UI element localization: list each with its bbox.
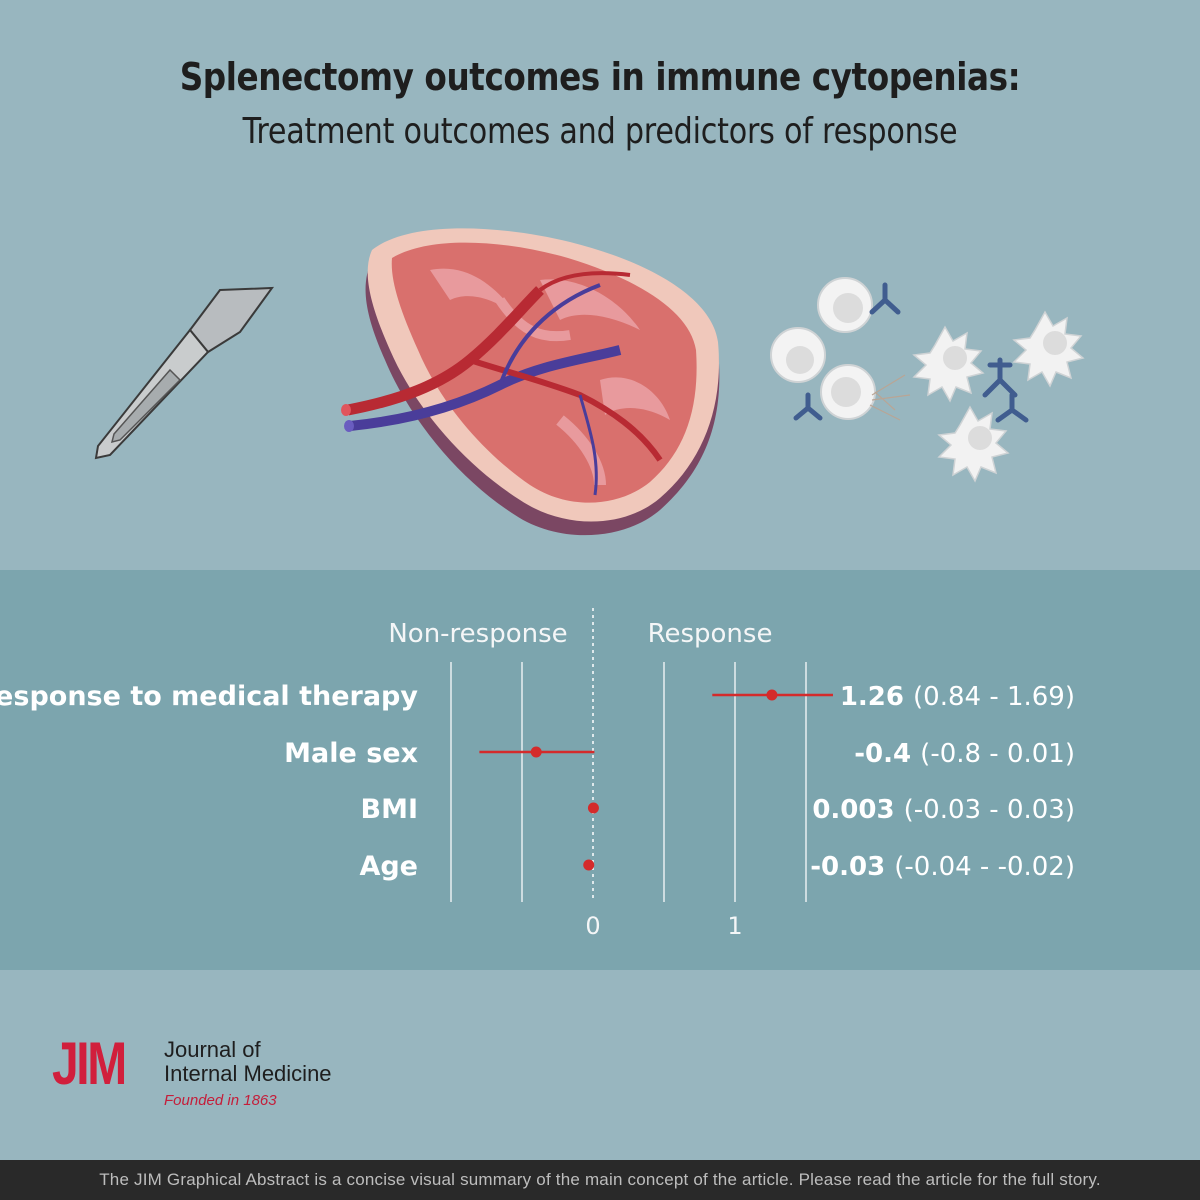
ci-text: (0.84 - 1.69) <box>913 682 1075 712</box>
response-label: Response <box>648 619 773 649</box>
estimate-text: 0.003 (-0.03 - 0.03) <box>812 795 1075 825</box>
row-label: BMI <box>361 794 419 825</box>
ci-text: (-0.04 - -0.02) <box>894 852 1075 882</box>
row-label: Response to medical therapy <box>0 681 418 712</box>
estimate-point <box>587 802 599 814</box>
logo-founded: Founded in 1863 <box>164 1092 277 1109</box>
footer: The JIM Graphical Abstract is a concise … <box>0 1160 1200 1200</box>
estimate-point <box>530 746 542 758</box>
logo-name-line1: Journal of <box>164 1037 261 1062</box>
platelet-icon <box>912 310 1085 483</box>
ci-text: (-0.03 - 0.03) <box>904 795 1075 825</box>
estimate-text: -0.4 (-0.8 - 0.01) <box>854 739 1075 769</box>
estimate-text: -0.03 (-0.04 - -0.02) <box>810 852 1075 882</box>
logo-name-line2: Internal Medicine <box>164 1061 332 1086</box>
chart-panel: Non-response Response Response to medica… <box>0 570 1200 970</box>
estimate-value: -0.03 <box>810 852 894 882</box>
estimate-text: 1.26 (0.84 - 1.69) <box>840 682 1075 712</box>
forest-plot: Non-response Response Response to medica… <box>0 608 1075 940</box>
gridlines <box>450 608 807 902</box>
forest-rows: Response to medical therapy 1.26 (0.84 - … <box>0 681 1075 882</box>
x-tick-label: 1 <box>727 912 742 940</box>
non-response-label: Non-response <box>388 619 567 649</box>
estimate-value: 1.26 <box>840 682 913 712</box>
estimate-point <box>766 689 778 701</box>
spleen-icon <box>341 228 720 536</box>
jim-logo: JIM Journal of Internal Medicine Founded… <box>52 1034 372 1114</box>
immune-cells-icon <box>770 277 911 421</box>
header: Splenectomy outcomes in immune cytopenia… <box>0 55 1200 152</box>
footer-text: The JIM Graphical Abstract is a concise … <box>99 1170 1101 1189</box>
row-label: Age <box>359 851 418 882</box>
estimate-point <box>583 859 595 871</box>
x-tick-label: 0 <box>585 912 600 940</box>
illustration <box>94 228 1085 536</box>
estimate-value: 0.003 <box>812 795 903 825</box>
ci-text: (-0.8 - 0.01) <box>920 739 1075 769</box>
page-subtitle: Treatment outcomes and predictors of res… <box>242 111 958 152</box>
antibody-icon <box>793 282 1029 423</box>
estimate-value: -0.4 <box>854 739 920 769</box>
scalpel-icon <box>94 286 275 460</box>
page-title: Splenectomy outcomes in immune cytopenia… <box>179 55 1021 99</box>
logo-abbr: JIM <box>52 1030 127 1097</box>
row-label: Male sex <box>284 738 418 769</box>
logo-journal-name: Journal of Internal Medicine <box>164 1038 332 1086</box>
